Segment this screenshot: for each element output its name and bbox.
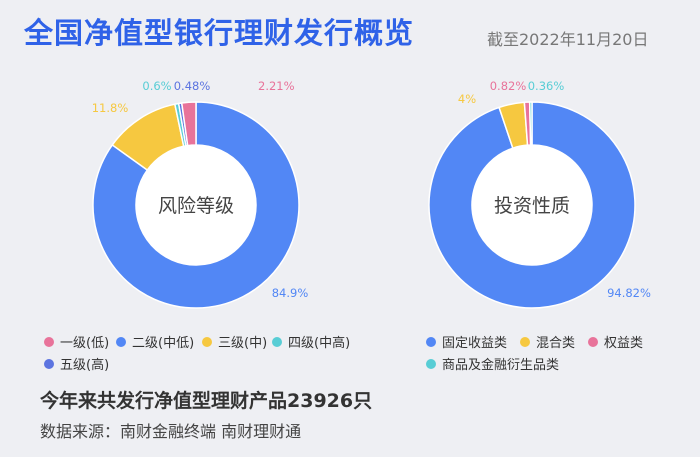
legend-item-level2[interactable]: 二级(中低) bbox=[116, 332, 194, 351]
date-label: 截至2022年11月20日 bbox=[487, 30, 649, 49]
legend-dot-icon bbox=[272, 336, 282, 347]
risk-legend: 一级(低) 二级(中低) 三级(中) 四级(中高) 五级(高) bbox=[44, 332, 364, 373]
legend-dot-icon bbox=[116, 336, 126, 347]
legend-item-equity[interactable]: 权益类 bbox=[588, 332, 643, 351]
legend-dot-icon bbox=[426, 358, 436, 369]
source-text: 数据来源：南财金融终端 南财理财通 bbox=[40, 422, 302, 441]
legend-label: 四级(中高) bbox=[288, 336, 351, 351]
donut-hole bbox=[136, 145, 256, 265]
data-label-1: 4% bbox=[458, 92, 476, 106]
legend-dot-icon bbox=[588, 336, 598, 347]
legend-dot-icon bbox=[44, 336, 54, 347]
legend-dot-icon bbox=[426, 336, 436, 347]
legend-item-fixed-income[interactable]: 固定收益类 bbox=[426, 332, 507, 351]
donut-center-label: 投资性质 bbox=[494, 195, 570, 217]
legend-label: 五级(高) bbox=[60, 358, 110, 373]
risk-level-donut: 风险等级 2.21% 84.9% 11.8% 0.6% 0.48% bbox=[92, 79, 309, 309]
data-label-3: 0.6% bbox=[142, 79, 171, 93]
donut-hole bbox=[472, 145, 592, 265]
donut-center-label: 风险等级 bbox=[158, 195, 234, 217]
legend-label: 二级(中低) bbox=[132, 336, 195, 351]
legend-label: 权益类 bbox=[604, 336, 644, 351]
page-title: 全国净值型银行理财发行概览 bbox=[24, 16, 415, 50]
legend-dot-icon bbox=[202, 336, 212, 347]
legend-label: 三级(中) bbox=[218, 336, 268, 351]
data-label-2: 0.82% bbox=[490, 79, 527, 93]
legend-label: 一级(低) bbox=[60, 336, 110, 351]
data-label-0: 2.21% bbox=[258, 79, 295, 93]
legend-item-commodity[interactable]: 商品及金融衍生品类 bbox=[426, 354, 559, 373]
legend-item-level4[interactable]: 四级(中高) bbox=[272, 332, 350, 351]
legend-item-level3[interactable]: 三级(中) bbox=[202, 332, 267, 351]
legend-dot-icon bbox=[520, 336, 530, 347]
data-label-3: 0.36% bbox=[528, 79, 565, 93]
legend-item-level1[interactable]: 一级(低) bbox=[44, 332, 109, 351]
legend-label: 固定收益类 bbox=[442, 336, 508, 351]
data-label-0: 94.82% bbox=[607, 286, 651, 300]
summary-text: 今年来共发行净值型理财产品23926只 bbox=[40, 390, 373, 412]
data-label-1: 84.9% bbox=[272, 286, 309, 300]
legend-item-level5[interactable]: 五级(高) bbox=[44, 354, 109, 373]
legend-item-mixed[interactable]: 混合类 bbox=[520, 332, 575, 351]
donut-slice-3[interactable] bbox=[528, 101, 533, 146]
legend-label: 混合类 bbox=[536, 336, 576, 351]
data-label-2: 11.8% bbox=[92, 101, 129, 115]
legend-dot-icon bbox=[44, 358, 54, 369]
investment-type-donut: 投资性质 94.82% 4% 0.82% 0.36% bbox=[428, 79, 651, 309]
data-label-4: 0.48% bbox=[174, 79, 211, 93]
legend-label: 商品及金融衍生品类 bbox=[442, 358, 560, 373]
investment-legend: 固定收益类 混合类 权益类 商品及金融衍生品类 bbox=[426, 332, 686, 373]
